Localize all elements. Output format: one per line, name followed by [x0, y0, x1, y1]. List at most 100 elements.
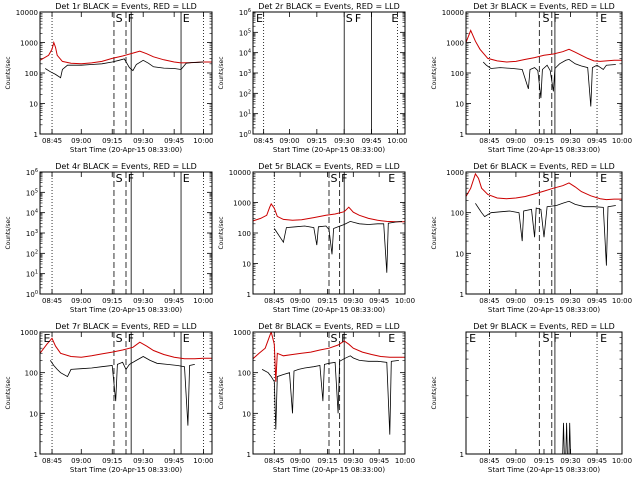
marker-label: F	[553, 12, 559, 25]
y-tick-label: 10	[455, 101, 464, 109]
marker-label: E	[43, 332, 50, 345]
x-tick-label: 09:00	[71, 457, 91, 465]
marker-label: E	[256, 12, 263, 25]
y-tick-label: 10	[242, 261, 251, 269]
x-axis-label: Start Time (20-Apr-15 08:33:00)	[488, 146, 600, 154]
series-lld-line	[40, 337, 212, 360]
marker-label: E	[469, 332, 476, 345]
marker-label: F	[553, 332, 559, 345]
y-tick-label: 10	[242, 410, 251, 418]
y-tick-label: 102	[26, 249, 38, 258]
marker-label: S	[542, 12, 549, 25]
x-tick-label: 09:00	[506, 137, 526, 145]
y-tick-label: 10000	[16, 9, 38, 17]
x-tick-label: 09:15	[534, 137, 554, 145]
y-tick-label: 1	[460, 291, 464, 299]
plot-frame	[252, 331, 406, 455]
y-tick-label: 102	[239, 89, 251, 98]
chart-title: Det 9r BLACK = Events, RED = LLD	[473, 322, 615, 331]
x-tick-label: 09:00	[290, 457, 310, 465]
x-tick-label: 09:30	[334, 137, 354, 145]
marker-label: S	[346, 12, 353, 25]
x-tick-label: 09:45	[164, 457, 184, 465]
y-tick-label: 10	[29, 410, 38, 418]
panel-det1: Det 1r BLACK = Events, RED = LLD Counts/s…	[5, 2, 213, 154]
y-axis-label: Counts/sec	[218, 216, 225, 249]
y-tick-label: 10000	[229, 169, 251, 177]
series-events-line	[482, 58, 616, 107]
chart-title: Det 3r BLACK = Events, RED = LLD	[473, 2, 615, 11]
chart-title: Det 7r BLACK = Events, RED = LLD	[55, 322, 197, 331]
y-axis-label: Counts/sec	[5, 56, 12, 89]
y-tick-label: 10	[29, 101, 38, 109]
y-tick-label: 103	[239, 69, 251, 78]
series-lld-line	[466, 29, 622, 63]
x-tick-label: 09:15	[317, 457, 337, 465]
plot-frame	[39, 331, 213, 455]
marker-label: E	[600, 12, 607, 25]
x-tick-label: 09:15	[102, 297, 122, 305]
x-tick-label: 09:00	[71, 297, 91, 305]
x-tick-label: 09:30	[560, 457, 580, 465]
y-tick-label: 10	[455, 250, 464, 258]
x-tick-label: 09:45	[587, 457, 607, 465]
x-tick-label: 09:15	[102, 457, 122, 465]
y-tick-label: 1	[460, 131, 464, 139]
y-axis-label: Counts/sec	[218, 376, 225, 409]
y-axis-label: Counts/sec	[218, 56, 225, 89]
x-tick-label: 09:30	[343, 297, 363, 305]
x-tick-label: 09:00	[71, 137, 91, 145]
x-tick-label: 09:45	[369, 297, 389, 305]
x-tick-label: 09:45	[587, 297, 607, 305]
y-tick-label: 100	[451, 210, 464, 218]
y-tick-label: 105	[26, 188, 38, 197]
x-tick-label: 08:45	[479, 457, 499, 465]
series-lld-line	[253, 202, 405, 223]
y-tick-label: 101	[26, 270, 38, 279]
marker-label: F	[355, 12, 361, 25]
x-axis-label: Start Time (20-Apr-15 08:33:00)	[70, 466, 182, 474]
y-tick-label: 1000	[20, 40, 38, 48]
x-tick-label: 09:30	[133, 297, 153, 305]
y-tick-label: 104	[26, 209, 38, 218]
x-axis-label: Start Time (20-Apr-15 08:33:00)	[273, 306, 385, 314]
marker-label: S	[331, 332, 338, 345]
x-tick-label: 10:00	[395, 457, 415, 465]
series-events-line	[44, 58, 204, 79]
x-tick-label: 09:00	[506, 297, 526, 305]
x-tick-label: 09:15	[534, 297, 554, 305]
x-tick-label: 08:45	[42, 137, 62, 145]
marker-label: S	[542, 172, 549, 185]
x-tick-label: 09:45	[164, 137, 184, 145]
x-tick-label: 09:30	[343, 457, 363, 465]
x-tick-label: 09:45	[164, 297, 184, 305]
x-tick-label: 10:00	[193, 457, 213, 465]
y-tick-label: 104	[239, 49, 251, 58]
panel-det6: Det 6r BLACK = Events, RED = LLD Counts/s…	[431, 162, 632, 314]
marker-label: E	[600, 172, 607, 185]
panel-det4: Det 4r BLACK = Events, RED = LLD Counts/s…	[5, 162, 213, 314]
y-tick-label: 106	[239, 8, 251, 17]
y-axis-label: Counts/sec	[5, 216, 12, 249]
x-tick-label: 08:45	[479, 137, 499, 145]
y-tick-label: 1000	[20, 329, 38, 337]
y-axis-label: Counts/sec	[431, 56, 438, 89]
panel-det9: Det 9r BLACK = Events, RED = LLD Counts/s…	[431, 322, 632, 474]
x-tick-label: 09:45	[361, 137, 381, 145]
x-tick-label: 09:15	[307, 137, 327, 145]
x-axis-label: Start Time (20-Apr-15 08:33:00)	[273, 466, 385, 474]
x-tick-label: 09:15	[102, 137, 122, 145]
chart-title: Det 1r BLACK = Events, RED = LLD	[55, 2, 197, 11]
y-tick-label: 103	[26, 229, 38, 238]
y-tick-label: 100	[238, 230, 251, 238]
y-tick-label: 106	[26, 168, 38, 177]
chart-title: Det 2r BLACK = Events, RED = LLD	[258, 2, 400, 11]
x-axis-label: Start Time (20-Apr-15 08:33:00)	[488, 466, 600, 474]
marker-label: E	[183, 172, 190, 185]
marker-label: F	[128, 12, 134, 25]
y-tick-label: 1000	[233, 200, 251, 208]
y-tick-label: 101	[239, 110, 251, 119]
chart-title: Det 6r BLACK = Events, RED = LLD	[473, 162, 615, 171]
x-tick-label: 08:45	[42, 297, 62, 305]
marker-label: E	[391, 12, 398, 25]
